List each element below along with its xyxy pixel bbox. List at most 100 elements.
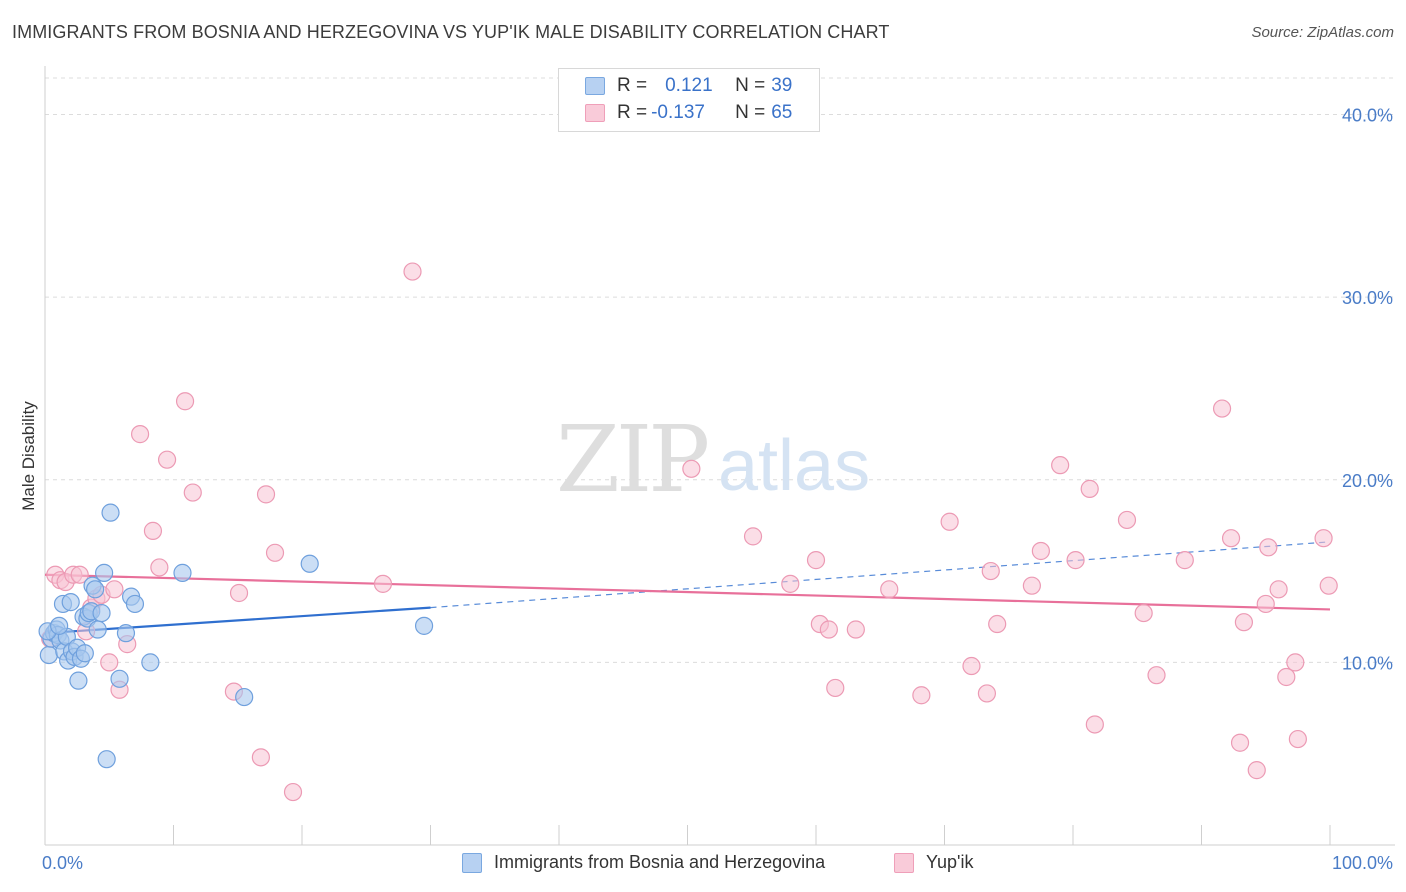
tick-labels: 10.0% 20.0% 30.0% 40.0% 0.0% 100.0% bbox=[42, 106, 1393, 873]
data-point-yupik bbox=[373, 574, 393, 593]
data-point-yupik bbox=[1256, 594, 1275, 614]
data-point-yupik bbox=[251, 748, 270, 767]
data-point-yupik bbox=[826, 678, 845, 698]
data-point-yupik bbox=[819, 620, 838, 639]
data-point-bosnia bbox=[300, 554, 319, 573]
data-point-yupik bbox=[1066, 551, 1085, 570]
data-point-yupik bbox=[150, 558, 169, 577]
data-point-yupik bbox=[130, 425, 150, 444]
series-legend: Immigrants from Bosnia and Herzegovina Y… bbox=[0, 852, 1406, 878]
data-point-yupik bbox=[265, 543, 285, 562]
legend-r-label: R = bbox=[617, 75, 648, 96]
data-point-yupik bbox=[806, 551, 826, 570]
data-point-yupik bbox=[1277, 667, 1296, 687]
data-point-yupik bbox=[105, 580, 124, 599]
watermark: ZIP atlas bbox=[556, 406, 870, 513]
legend-n-label: N = bbox=[735, 102, 766, 123]
y-tick-label: 10.0% bbox=[1342, 653, 1393, 673]
grid-lines bbox=[45, 77, 1395, 663]
legend-r-label: R = bbox=[617, 102, 648, 123]
series-swatch-blue bbox=[462, 852, 482, 873]
data-point-bosnia bbox=[75, 644, 94, 663]
data-point-yupik bbox=[1221, 529, 1241, 548]
data-point-yupik bbox=[403, 262, 422, 281]
legend-r-value: 0.121 bbox=[665, 75, 713, 96]
data-point-yupik bbox=[1314, 529, 1333, 548]
data-point-yupik bbox=[988, 614, 1007, 634]
data-point-yupik bbox=[880, 580, 899, 599]
correlation-legend: R = 0.121 N = 39 R = -0.137 N = 65 bbox=[558, 68, 820, 132]
legend-n-value: 65 bbox=[771, 102, 793, 123]
data-point-yupik bbox=[1051, 456, 1070, 475]
data-point-yupik bbox=[1022, 576, 1041, 595]
watermark-atlas: atlas bbox=[718, 426, 870, 506]
data-point-yupik bbox=[1134, 603, 1153, 623]
watermark-zip: ZIP bbox=[556, 406, 707, 513]
data-point-yupik bbox=[781, 574, 800, 593]
data-point-yupik bbox=[1080, 479, 1099, 498]
data-point-bosnia bbox=[88, 620, 107, 639]
data-point-yupik bbox=[1147, 666, 1166, 685]
series-swatch-pink bbox=[894, 852, 914, 873]
legend-row-pink: R = -0.137 N = 65 bbox=[585, 101, 792, 125]
data-point-yupik bbox=[1269, 580, 1288, 599]
data-point-yupik bbox=[1286, 653, 1305, 672]
x-tick-label: 100.0% bbox=[1332, 853, 1393, 873]
trend-line-yupik bbox=[44, 573, 1331, 611]
legend-swatch-pink bbox=[585, 104, 605, 122]
data-point-yupik bbox=[100, 653, 119, 672]
data-point-yupik bbox=[1319, 576, 1338, 595]
data-point-yupik bbox=[981, 561, 1000, 581]
data-point-yupik bbox=[143, 521, 163, 540]
data-point-yupik bbox=[183, 483, 202, 502]
data-point-bosnia bbox=[86, 580, 105, 599]
data-point-bosnia bbox=[61, 593, 80, 612]
legend-row-blue: R = 0.121 N = 39 bbox=[585, 74, 792, 98]
series-legend-label: Immigrants from Bosnia and Herzegovina bbox=[494, 852, 826, 872]
data-point-bosnia bbox=[92, 603, 111, 623]
x-tick-label: 0.0% bbox=[42, 853, 83, 873]
data-point-bosnia bbox=[110, 669, 129, 688]
data-point-yupik bbox=[1259, 538, 1278, 557]
series-legend-label: Yup'ik bbox=[926, 852, 974, 872]
y-axis-label: Male Disability bbox=[19, 401, 38, 511]
data-point-bosnia bbox=[97, 750, 116, 769]
source-label: Source: ZipAtlas.com bbox=[1251, 24, 1394, 41]
data-point-bosnia bbox=[414, 616, 434, 635]
series-legend-item-bosnia: Immigrants from Bosnia and Herzegovina bbox=[462, 852, 825, 873]
data-point-yupik bbox=[283, 782, 303, 802]
data-point-bosnia bbox=[101, 503, 120, 522]
data-point-yupik bbox=[1212, 399, 1232, 418]
data-point-yupik bbox=[1117, 510, 1137, 530]
data-point-yupik bbox=[229, 583, 249, 603]
data-point-bosnia bbox=[116, 624, 136, 643]
data-point-yupik bbox=[256, 485, 276, 504]
y-tick-label: 30.0% bbox=[1342, 288, 1393, 308]
legend-n-value: 39 bbox=[771, 75, 793, 96]
data-point-yupik bbox=[846, 620, 865, 639]
legend-r-value: -0.137 bbox=[651, 102, 705, 123]
series-legend-item-yupik: Yup'ik bbox=[894, 852, 973, 873]
data-point-bosnia bbox=[69, 671, 88, 690]
data-point-yupik bbox=[70, 565, 89, 584]
data-point-yupik bbox=[175, 392, 195, 411]
data-point-yupik bbox=[157, 450, 177, 469]
data-point-yupik bbox=[682, 459, 701, 478]
data-point-yupik bbox=[1247, 761, 1266, 780]
data-point-yupik bbox=[743, 527, 763, 546]
axes bbox=[44, 66, 1395, 846]
legend-swatch-blue bbox=[585, 77, 605, 95]
data-point-bosnia bbox=[95, 563, 114, 582]
chart-title: IMMIGRANTS FROM BOSNIA AND HERZEGOVINA V… bbox=[12, 22, 890, 42]
legend-n-label: N = bbox=[735, 75, 766, 96]
data-point-yupik bbox=[1175, 551, 1194, 570]
y-tick-label: 40.0% bbox=[1342, 106, 1393, 126]
data-point-yupik bbox=[1288, 729, 1307, 749]
data-point-bosnia bbox=[39, 645, 58, 665]
data-point-bosnia bbox=[173, 563, 192, 582]
data-point-yupik bbox=[977, 684, 997, 703]
trend-line-bosnia bbox=[44, 606, 431, 635]
data-point-yupik bbox=[1234, 613, 1254, 632]
data-point-yupik bbox=[1085, 715, 1104, 734]
data-point-bosnia bbox=[125, 594, 145, 614]
